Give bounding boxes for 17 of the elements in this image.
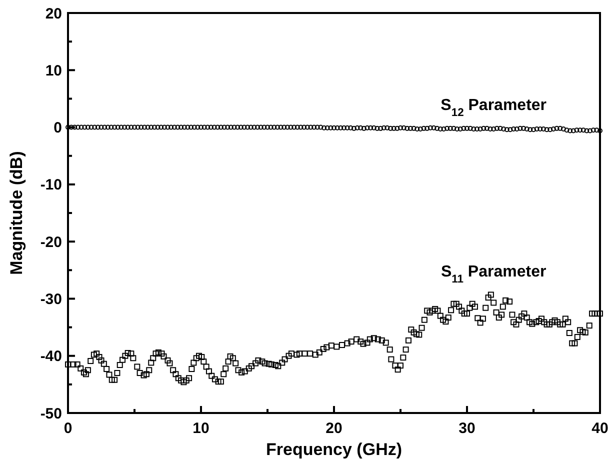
y-tick-label: -10: [40, 176, 62, 194]
series-label: S$_{12}$ Parameter: [440, 96, 547, 119]
series-label: S$_{11}$ Parameter: [440, 264, 546, 286]
x-tick-label: 0: [64, 420, 72, 437]
x-tick-label: 20: [326, 420, 342, 437]
x-tick-label: 40: [592, 420, 608, 437]
y-tick-label: -20: [40, 234, 62, 251]
y-axis-title: Magnitude (dB): [7, 151, 26, 275]
x-tick-label: 30: [458, 420, 476, 437]
y-tick-label: -30: [40, 290, 62, 308]
y-tick-label: -50: [40, 405, 62, 422]
x-tick-label: 10: [192, 420, 210, 437]
y-tick-label: 20: [45, 5, 62, 22]
y-tick-label: 0: [54, 120, 62, 137]
y-tick-label: -40: [40, 348, 62, 366]
y-tick-label: 10: [45, 62, 62, 80]
x-axis-title: Frequency (GHz): [266, 440, 402, 459]
